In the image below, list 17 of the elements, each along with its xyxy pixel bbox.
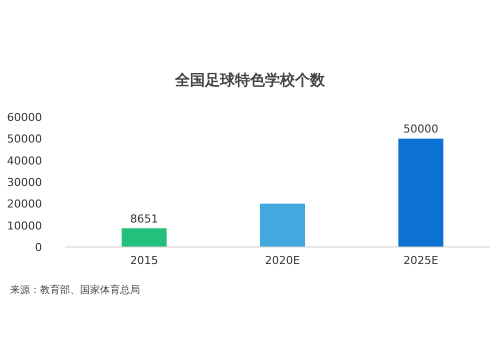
source-note: 来源：教育部、国家体育总局 <box>10 284 140 296</box>
y-tick-label: 20000 <box>7 198 42 211</box>
y-tick-label: 30000 <box>7 176 42 189</box>
x-tick-label: 2025E <box>403 254 438 267</box>
y-tick-label: 40000 <box>7 154 42 168</box>
y-tick-label: 50000 <box>7 132 42 146</box>
y-tick-label: 60000 <box>7 111 42 124</box>
data-label: 50000 <box>403 122 438 136</box>
chart-title: 全国足球特色学校个数 <box>174 71 326 89</box>
bar <box>122 228 167 247</box>
data-label: 8651 <box>130 212 158 226</box>
y-tick-label: 0 <box>35 241 42 254</box>
bar <box>398 138 444 247</box>
y-tick-label: 10000 <box>7 219 42 232</box>
bar <box>260 204 305 247</box>
x-tick-label: 2015 <box>130 254 158 267</box>
x-tick-label: 2020E <box>265 254 300 267</box>
